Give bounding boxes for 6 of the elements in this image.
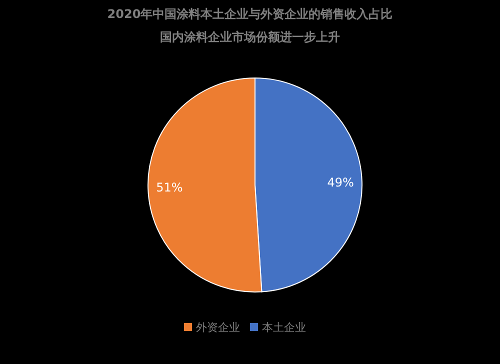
legend-label: 外资企业 (196, 321, 240, 334)
data-label: 51% (156, 180, 183, 195)
legend-label: 本土企业 (262, 321, 306, 334)
chart-title: 2020年中国涂料本土企业与外资企业的销售收入占比 (106, 6, 394, 23)
chart-subtitle: 国内涂料企业市场份额进一步上升 (159, 29, 341, 46)
data-label: 49% (327, 175, 354, 190)
